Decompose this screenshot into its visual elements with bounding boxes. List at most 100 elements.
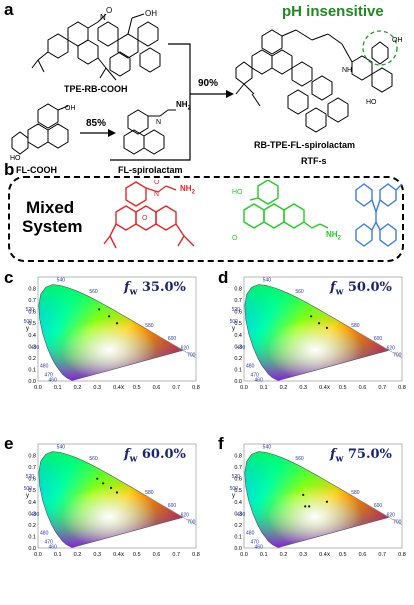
- wavelength-label: 700: [393, 519, 402, 525]
- wavelength-label: 480: [246, 531, 255, 537]
- fw-label-35: fw 35.0%: [124, 280, 186, 298]
- wavelength-label: 500: [24, 319, 33, 325]
- y-tick-label: 0.8: [28, 287, 36, 293]
- cie-plot-75: 0.0 0.1 0.2 0.3 0.4 0.5 0.6 0.7 0.8 0.0 0.1 0.2 0.3 0…: [228, 440, 414, 562]
- x-tick-label: 0.5: [133, 552, 141, 558]
- wavelength-label: 500: [24, 486, 33, 492]
- y-tick-label: 0.4: [234, 333, 242, 339]
- x-tick-label: 0.0: [240, 552, 248, 558]
- wavelength-label: 560: [89, 289, 98, 295]
- x-tick-label: 0.6: [359, 552, 367, 558]
- wavelength-label: 520: [26, 474, 35, 480]
- svg-text:O: O: [142, 215, 148, 222]
- yield-90: 90%: [198, 78, 219, 89]
- nh-label: NH: [342, 67, 352, 74]
- wavelength-label: 480: [40, 531, 49, 537]
- y-tick-label: 0.0: [234, 546, 242, 552]
- y-tick-label: 0.3: [28, 511, 36, 517]
- wavelength-label: 580: [351, 490, 360, 496]
- wavelength-label: 540: [57, 278, 66, 284]
- x-tick-label: 0.5: [339, 385, 347, 391]
- cie-plot-50: 0.0 0.1 0.2 0.3 0.4 0.5 0.6 0.7 0.8 0.0 0.1 0.2 0.3 0…: [228, 273, 414, 395]
- y-tick-label: 0.2: [234, 523, 242, 529]
- cie-data-point: [102, 482, 105, 485]
- svg-text:N: N: [154, 191, 159, 198]
- svg-text:O: O: [106, 6, 112, 15]
- wavelength-label: 560: [89, 456, 98, 462]
- panel-label-b: b: [4, 160, 15, 179]
- wavelength-label: 480: [246, 364, 255, 370]
- panel-label-e: e: [4, 434, 14, 453]
- wavelength-label: 500: [230, 319, 239, 325]
- x-tick-label: 0.1: [260, 385, 268, 391]
- svg-text:OH: OH: [392, 37, 403, 44]
- fl-spirolactam-structure: N: [123, 109, 176, 155]
- y-tick-label: 0.4: [28, 500, 36, 506]
- wavelength-label: 460: [254, 378, 263, 384]
- svg-text:HO: HO: [232, 189, 243, 196]
- x-tick-label: 0.3: [299, 385, 307, 391]
- wavelength-label: 490: [237, 345, 246, 351]
- cie-data-point: [109, 486, 113, 490]
- y-tick-label: 0.8: [234, 454, 242, 460]
- x-tick-label: 0.4: [319, 552, 327, 558]
- fw-label-50: fw 50.0%: [330, 280, 392, 298]
- x-tick-label: 0.3: [93, 385, 101, 391]
- x-axis-label: x: [121, 552, 124, 558]
- x-tick-label: 0.4: [113, 385, 121, 391]
- cie-data-point: [98, 308, 101, 311]
- x-tick-label: 0.3: [93, 552, 101, 558]
- cie-plot-35: 0.0 0.1 0.2 0.3 0.4 0.5 0.6 0.7 0.8 0.0 0.1 0.2 0.3 0…: [22, 273, 208, 395]
- y-tick-label: 0.6: [28, 477, 36, 483]
- x-tick-label: 0.7: [172, 385, 180, 391]
- wavelength-label: 490: [31, 512, 40, 518]
- product-name: RB-TPE-FL-spirolactam: [254, 140, 356, 150]
- fl-cooh-structure: OH HO: [10, 103, 76, 162]
- cie-data-point: [108, 315, 111, 318]
- wavelength-label: 480: [40, 364, 49, 370]
- x-tick-label: 0.3: [299, 552, 307, 558]
- y-tick-label: 0.6: [234, 477, 242, 483]
- cie-data-point: [115, 322, 119, 325]
- y-tick-label: 0.2: [28, 356, 36, 362]
- blue-tpe-structure: [355, 183, 403, 247]
- rb-tpe-fl-spirolactam-structure: OH HO NH: [235, 29, 403, 133]
- wavelength-label: 700: [187, 352, 196, 358]
- y-tick-label: 0.5: [234, 321, 242, 327]
- y-tick-label: 0.8: [234, 287, 242, 293]
- x-tick-label: 0.0: [34, 385, 42, 391]
- compound-fl-spirolactam: FL-spirolactam: [118, 165, 183, 175]
- cie-plot-60: 0.0 0.1 0.2 0.3 0.4 0.5 0.6 0.7 0.8 0.0 0.1 0.2 0.3 0…: [22, 440, 208, 562]
- x-axis-label: x: [327, 385, 330, 391]
- x-tick-label: 0.5: [133, 385, 141, 391]
- svg-text:O: O: [154, 180, 160, 186]
- cie-data-point: [96, 477, 99, 480]
- x-tick-label: 0.8: [398, 552, 406, 558]
- wavelength-label: 460: [254, 545, 263, 551]
- ph-insensitive-label: pH insensitive: [282, 3, 384, 20]
- wavelength-label: 470: [251, 539, 260, 545]
- x-axis-label: x: [121, 385, 124, 391]
- cie-axes-frame: [37, 443, 197, 549]
- x-tick-label: 0.7: [378, 385, 386, 391]
- y-tick-label: 0.2: [234, 356, 242, 362]
- y-axis-label: y: [232, 326, 235, 332]
- y-tick-label: 0.7: [234, 465, 242, 471]
- y-tick-label: 0.1: [28, 534, 36, 540]
- y-tick-label: 0.7: [234, 298, 242, 304]
- x-tick-label: 0.2: [280, 385, 288, 391]
- wavelength-label: 620: [181, 345, 190, 351]
- x-axis-label: x: [327, 552, 330, 558]
- wavelength-label: 560: [295, 289, 304, 295]
- wavelength-label: 580: [145, 323, 154, 329]
- y-tick-label: 0.3: [234, 511, 242, 517]
- mixed-system-box: [8, 176, 404, 262]
- cie-data-point: [325, 326, 329, 329]
- panel-label-c: c: [4, 268, 14, 287]
- red-nh2-label: NH2: [180, 184, 195, 196]
- wavelength-label: 470: [45, 372, 54, 378]
- wavelength-label: 560: [295, 456, 304, 462]
- reaction-arrows: [80, 43, 234, 161]
- mixed-label-line2: System: [22, 217, 83, 236]
- x-tick-label: 0.6: [153, 552, 161, 558]
